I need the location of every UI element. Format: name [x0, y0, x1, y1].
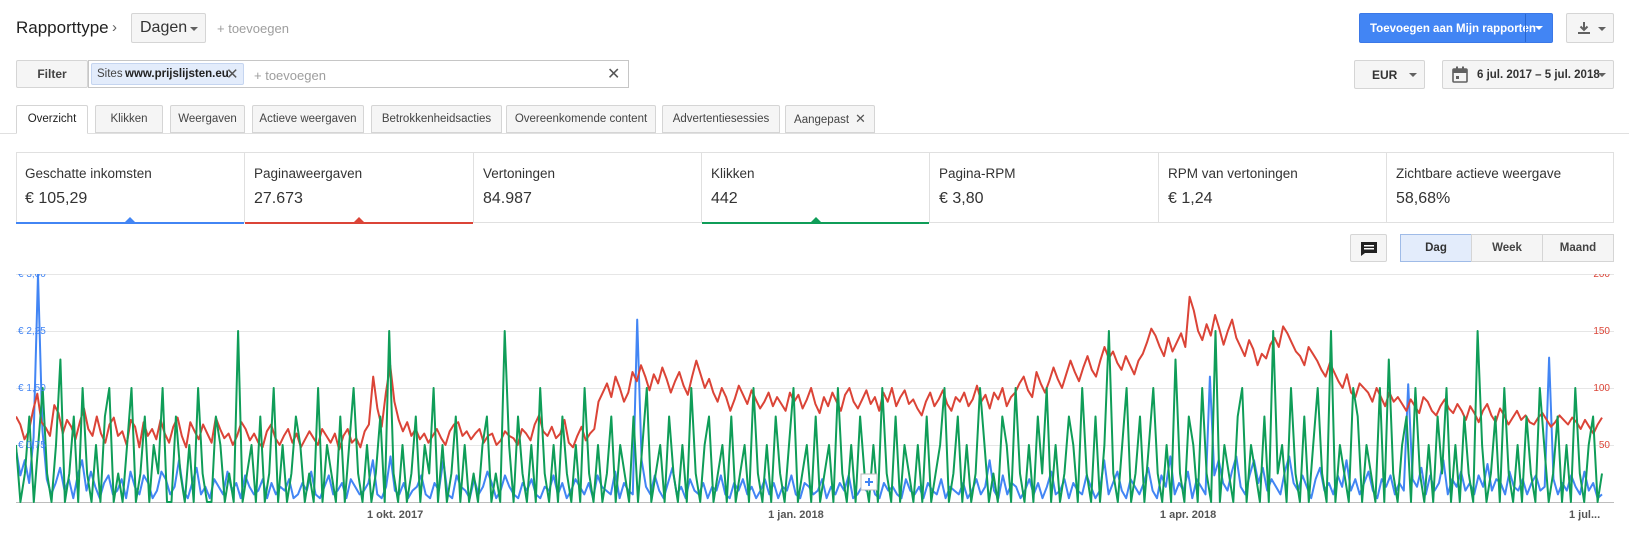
date-range-select[interactable]: 6 jul. 2017 – 5 jul. 2018: [1442, 60, 1614, 89]
x-tick-label: 1 okt. 2017: [367, 509, 423, 521]
tab-actieve-weergaven[interactable]: Actieve weergaven: [252, 105, 364, 133]
tab-label: Weergaven: [178, 113, 237, 125]
scorecard-impressions[interactable]: Vertoningen 84.987: [474, 152, 702, 223]
scorecard-active-view-viewable[interactable]: Zichtbare actieve weergave 58,68%: [1387, 152, 1614, 223]
plus-icon: [865, 478, 873, 486]
dimension-select[interactable]: Dagen: [131, 13, 206, 43]
granularity-week-button[interactable]: Week: [1471, 234, 1543, 262]
tab-weergaven[interactable]: Weergaven: [170, 105, 245, 133]
chevron-right-icon: ›: [112, 19, 117, 36]
tab-aangepast[interactable]: Aangepast ✕: [785, 105, 875, 133]
scorecard-impression-rpm[interactable]: RPM van vertoningen € 1,24: [1159, 152, 1387, 223]
scorecard-estimated-earnings[interactable]: Geschatte inkomsten € 105,29: [16, 152, 245, 224]
button-separator: [1525, 14, 1526, 42]
x-tick-label: 1 jul...: [1569, 509, 1600, 521]
tab-label: Aangepast: [794, 114, 850, 126]
scorecard-value: € 105,29: [25, 190, 88, 207]
tab-label: Advertentiesessies: [672, 113, 770, 125]
add-to-my-reports-label: Toevoegen aan Mijn rapporten: [1370, 23, 1536, 35]
scorecard-value: 27.673: [254, 190, 303, 207]
y-right-tick-label: 50: [1599, 440, 1611, 451]
x-tick-label: 1 jan. 2018: [768, 509, 824, 521]
currency-label: EUR: [1372, 68, 1398, 82]
scorecard-notch: [353, 217, 365, 223]
scorecard-notch: [809, 217, 822, 223]
add-annotation-marker[interactable]: [860, 473, 878, 491]
scorecard-color-bar: [16, 222, 244, 224]
granularity-month-button[interactable]: Maand: [1542, 234, 1614, 262]
page-title: Rapporttype: [16, 18, 109, 37]
chevron-down-icon: [190, 27, 198, 31]
chart-series: [16, 274, 1603, 503]
chevron-down-icon: [1598, 27, 1606, 31]
scorecard-label: RPM van vertoningen: [1168, 166, 1298, 181]
tab-label: Klikken: [110, 113, 148, 125]
tab-bar-divider: [0, 133, 1629, 134]
tab-klikken[interactable]: Klikken: [95, 105, 163, 133]
scorecard-color-bar: [245, 222, 473, 224]
add-to-my-reports-button[interactable]: Toevoegen aan Mijn rapporten: [1359, 13, 1553, 43]
tab-label: Betrokkenheidsacties: [381, 113, 492, 125]
filter-chip-value: www.prijslijsten.eu: [125, 68, 229, 80]
scorecard-label: Paginaweergaven: [254, 166, 363, 181]
scorecard-notch: [124, 217, 136, 223]
y-left-tick-label: € 3,00: [18, 274, 46, 280]
remove-chip-icon[interactable]: ✕: [226, 66, 239, 83]
scorecard-label: Zichtbare actieve weergave: [1396, 166, 1562, 181]
dimension-select-label: Dagen: [140, 19, 188, 36]
chevron-down-icon: [1409, 73, 1417, 77]
y-left-tick-label: € 2,25: [18, 326, 46, 337]
tab-advertentiesessies[interactable]: Advertentiesessies: [662, 105, 780, 133]
filter-add-placeholder[interactable]: + toevoegen: [254, 68, 326, 83]
scorecard-label: Klikken: [711, 166, 755, 181]
tab-overeenkomende-content[interactable]: Overeenkomende content: [506, 105, 656, 133]
chevron-down-icon[interactable]: [1535, 26, 1543, 30]
chart-grid: [16, 274, 1614, 503]
tab-label: Overeenkomende content: [514, 113, 648, 125]
x-tick-label: 1 apr. 2018: [1160, 509, 1216, 521]
y-right-tick-label: 150: [1593, 326, 1610, 337]
y-right-tick-label: 100: [1593, 383, 1610, 394]
filter-chip-key: Sites: [97, 68, 123, 80]
y-left-tick-label: € 1,50: [18, 383, 46, 394]
scorecard-value: 84.987: [483, 190, 532, 207]
scorecard-label: Pagina-RPM: [939, 166, 1016, 181]
scorecard-value: € 1,24: [1168, 190, 1213, 207]
calendar-icon: [1452, 66, 1468, 83]
chart-ticks: 50 100 150 200 € 0,75 € 1,50 € 2,25 € 3,00 1 okt…: [18, 274, 1610, 521]
y-left-tick-label: € 0,75: [18, 440, 46, 451]
tab-label: Actieve weergaven: [259, 113, 357, 125]
filter-button[interactable]: Filter: [16, 60, 88, 88]
filter-chip[interactable]: Sites www.prijslijsten.eu ✕: [91, 63, 244, 85]
series-line-klikken: [16, 330, 1603, 503]
clear-filter-icon[interactable]: ✕: [607, 66, 621, 83]
scorecard-label: Vertoningen: [483, 166, 556, 181]
tab-overzicht[interactable]: Overzicht: [16, 105, 88, 134]
comment-icon: [1361, 242, 1377, 256]
currency-select[interactable]: EUR: [1354, 60, 1425, 89]
scorecard-label: Geschatte inkomsten: [25, 166, 152, 181]
series-line-paginaweergaven: [16, 295, 1603, 451]
date-range-label: 6 jul. 2017 – 5 jul. 2018: [1477, 69, 1600, 81]
granularity-day-button[interactable]: Dag: [1400, 234, 1472, 262]
download-button[interactable]: [1566, 13, 1614, 43]
scorecard-color-bar: [702, 222, 929, 224]
close-tab-icon[interactable]: ✕: [855, 111, 866, 126]
chevron-down-icon: [1598, 73, 1606, 77]
scorecard-clicks[interactable]: Klikken 442: [702, 152, 930, 224]
add-dimension-link[interactable]: + toevoegen: [217, 21, 289, 36]
scorecard-pageviews[interactable]: Paginaweergaven 27.673: [245, 152, 474, 224]
y-right-tick-label: 200: [1593, 274, 1610, 280]
scorecard-page-rpm[interactable]: Pagina-RPM € 3,80: [930, 152, 1159, 223]
performance-chart[interactable]: 50 100 150 200 € 0,75 € 1,50 € 2,25 € 3,00 1 okt…: [16, 274, 1614, 534]
scorecard-value: 442: [711, 190, 738, 207]
annotations-button[interactable]: [1350, 234, 1387, 262]
download-icon: [1578, 22, 1590, 34]
tab-betrokkenheidsacties[interactable]: Betrokkenheidsacties: [371, 105, 502, 133]
tab-label: Overzicht: [27, 113, 77, 125]
scorecard-value: € 3,80: [939, 190, 984, 207]
scorecard-value: 58,68%: [1396, 190, 1451, 207]
